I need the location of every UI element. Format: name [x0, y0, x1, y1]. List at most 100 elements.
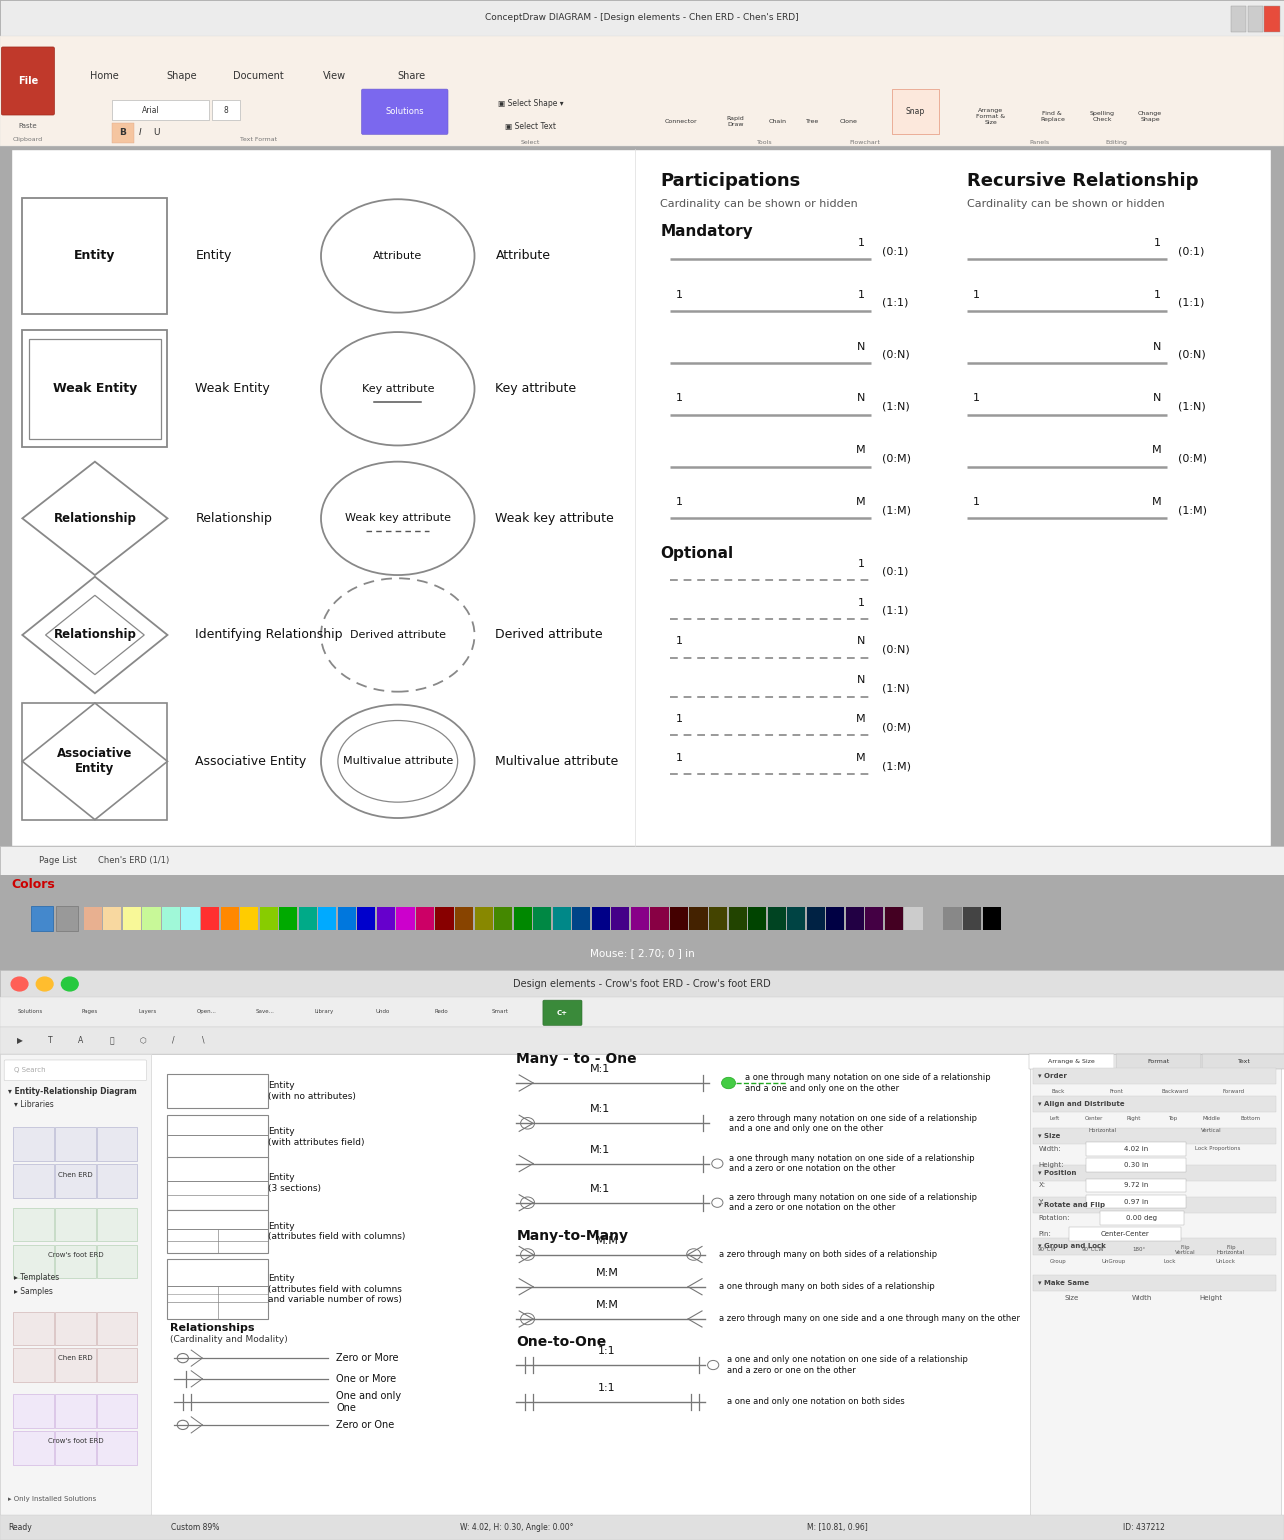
Text: ▾ Order: ▾ Order [1039, 1073, 1067, 1080]
FancyBboxPatch shape [167, 1157, 268, 1209]
Text: (1:N): (1:N) [1177, 402, 1206, 411]
Text: 8: 8 [223, 106, 229, 114]
Text: 180°: 180° [1132, 1247, 1145, 1252]
Text: N: N [856, 342, 865, 351]
Text: Left: Left [1050, 1116, 1061, 1121]
Circle shape [722, 1078, 736, 1089]
FancyBboxPatch shape [123, 907, 141, 930]
FancyBboxPatch shape [924, 907, 942, 930]
Text: UnLock: UnLock [1216, 1258, 1235, 1264]
FancyBboxPatch shape [318, 907, 336, 930]
FancyBboxPatch shape [1032, 1069, 1275, 1084]
Polygon shape [45, 596, 144, 675]
Text: Document: Document [232, 71, 284, 82]
Text: One and only
One: One and only One [336, 1391, 402, 1412]
Text: One-to-One: One-to-One [516, 1335, 606, 1349]
Text: Text: Text [1239, 1058, 1252, 1064]
Circle shape [520, 1249, 534, 1260]
Text: Associative
Entity: Associative Entity [58, 747, 132, 775]
Text: 1: 1 [858, 598, 865, 608]
FancyBboxPatch shape [338, 907, 356, 930]
FancyBboxPatch shape [357, 907, 375, 930]
Text: Connector: Connector [665, 119, 697, 125]
FancyBboxPatch shape [150, 1055, 1284, 1515]
Text: Front: Front [1109, 1089, 1124, 1093]
Text: a one and only one notation on both sides: a one and only one notation on both side… [727, 1397, 905, 1406]
Ellipse shape [321, 333, 475, 445]
Text: Rotation:: Rotation: [1039, 1215, 1070, 1221]
Circle shape [711, 1198, 723, 1207]
Text: ▾ Group and Lock: ▾ Group and Lock [1039, 1243, 1107, 1249]
Text: Pages: Pages [81, 1009, 98, 1015]
FancyBboxPatch shape [1032, 1197, 1275, 1214]
Text: M:1: M:1 [591, 1144, 610, 1155]
FancyBboxPatch shape [162, 907, 180, 930]
Text: N: N [1153, 394, 1161, 403]
FancyBboxPatch shape [4, 1060, 146, 1081]
Text: Center: Center [1085, 1116, 1103, 1121]
Text: 1: 1 [675, 753, 683, 764]
Circle shape [62, 976, 78, 990]
FancyBboxPatch shape [55, 1207, 95, 1241]
Text: Arrange & Size: Arrange & Size [1049, 1058, 1095, 1064]
FancyBboxPatch shape [13, 1164, 54, 1198]
FancyBboxPatch shape [709, 907, 727, 930]
FancyBboxPatch shape [1070, 1227, 1181, 1241]
FancyBboxPatch shape [31, 906, 53, 932]
Text: Share: Share [398, 71, 426, 82]
Text: 1: 1 [1154, 239, 1161, 248]
FancyBboxPatch shape [690, 907, 707, 930]
Text: M:M: M:M [596, 1300, 619, 1311]
Text: 90°CCW: 90°CCW [1081, 1247, 1104, 1252]
Text: 0.00 deg: 0.00 deg [1126, 1215, 1157, 1221]
Text: Crow's foot ERD: Crow's foot ERD [48, 1438, 103, 1445]
FancyBboxPatch shape [944, 907, 962, 930]
FancyBboxPatch shape [543, 999, 582, 1026]
Text: T: T [48, 1036, 53, 1046]
FancyBboxPatch shape [362, 89, 448, 134]
FancyBboxPatch shape [1086, 1141, 1186, 1155]
Text: ▾ Position: ▾ Position [1039, 1170, 1077, 1177]
Text: (0:1): (0:1) [882, 567, 908, 578]
Text: Lock Proportions: Lock Proportions [1194, 1146, 1240, 1150]
Text: 1: 1 [973, 290, 980, 300]
Text: Editing: Editing [1106, 140, 1127, 145]
FancyBboxPatch shape [0, 970, 1284, 996]
Text: Design elements - Crow's foot ERD - Crow's foot ERD: Design elements - Crow's foot ERD - Crow… [514, 979, 770, 989]
Text: W: 4.02, H: 0.30, Angle: 0.00°: W: 4.02, H: 0.30, Angle: 0.00° [460, 1523, 573, 1532]
FancyBboxPatch shape [494, 907, 512, 930]
FancyBboxPatch shape [892, 89, 940, 134]
Text: Associative Entity: Associative Entity [195, 755, 307, 768]
Text: 1: 1 [858, 559, 865, 568]
Text: ▸ Templates: ▸ Templates [14, 1274, 59, 1281]
Text: Right: Right [1126, 1116, 1140, 1121]
Text: Shape: Shape [166, 71, 196, 82]
Text: Height: Height [1199, 1295, 1222, 1301]
FancyBboxPatch shape [904, 907, 922, 930]
FancyBboxPatch shape [0, 35, 1284, 146]
Circle shape [711, 1160, 723, 1169]
FancyBboxPatch shape [98, 1244, 137, 1278]
FancyBboxPatch shape [83, 907, 101, 930]
FancyBboxPatch shape [98, 1431, 137, 1465]
Text: Chen ERD: Chen ERD [58, 1355, 92, 1361]
FancyBboxPatch shape [103, 907, 122, 930]
FancyBboxPatch shape [55, 1127, 95, 1161]
FancyBboxPatch shape [98, 1127, 137, 1161]
FancyBboxPatch shape [573, 907, 591, 930]
Text: Zero or More: Zero or More [336, 1354, 399, 1363]
Ellipse shape [321, 579, 475, 691]
Text: Snap: Snap [907, 108, 926, 116]
Text: 0.30 in: 0.30 in [1124, 1161, 1148, 1167]
Polygon shape [22, 576, 167, 693]
Text: Relationships: Relationships [171, 1323, 254, 1334]
FancyBboxPatch shape [13, 1244, 54, 1278]
Text: Middle: Middle [1202, 1116, 1220, 1121]
Text: Attribute: Attribute [496, 249, 551, 262]
FancyBboxPatch shape [630, 907, 648, 930]
Text: (0:N): (0:N) [882, 350, 910, 360]
Text: Key attribute: Key attribute [496, 382, 577, 396]
Ellipse shape [338, 721, 457, 802]
FancyBboxPatch shape [167, 1260, 268, 1318]
FancyBboxPatch shape [13, 1349, 54, 1381]
